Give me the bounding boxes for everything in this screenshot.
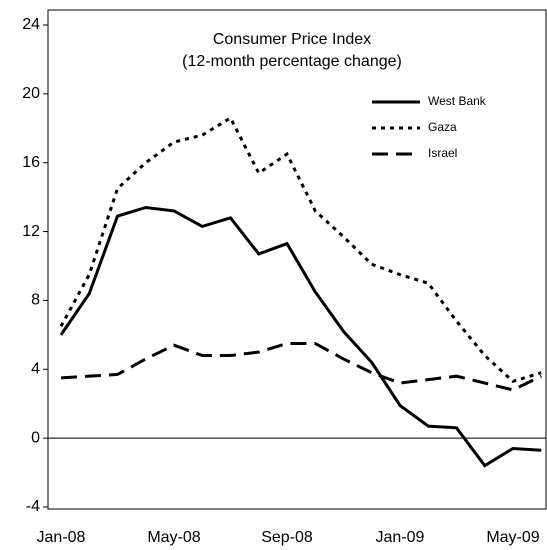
chart-subtitle: (12-month percentage change)	[182, 53, 402, 70]
y-tick-label: 4	[31, 361, 40, 378]
x-tick-label: Jan-08	[37, 529, 86, 546]
data-line	[59, 115, 542, 384]
plot-frame	[47, 9, 547, 510]
y-tick-label: 16	[22, 154, 40, 171]
x-tick-label: Jan-09	[376, 529, 425, 546]
y-tick-label: -4	[26, 498, 40, 515]
data-line	[60, 341, 542, 392]
y-tick-label: 20	[22, 85, 40, 102]
chart-title: Consumer Price Index	[213, 31, 371, 48]
y-tick-label: 12	[22, 223, 40, 240]
legend-label: Gaza	[428, 120, 457, 134]
y-tick-label: 0	[31, 429, 40, 446]
x-tick-label: May-09	[486, 529, 539, 546]
legend-label: Israel	[428, 146, 457, 160]
y-tick-label: 8	[31, 292, 40, 309]
x-tick-label: May-08	[147, 529, 200, 546]
data-line	[59, 205, 542, 468]
x-tick-label: Sep-08	[261, 529, 313, 546]
legend-label: West Bank	[428, 94, 487, 108]
y-tick-label: 24	[22, 16, 40, 33]
